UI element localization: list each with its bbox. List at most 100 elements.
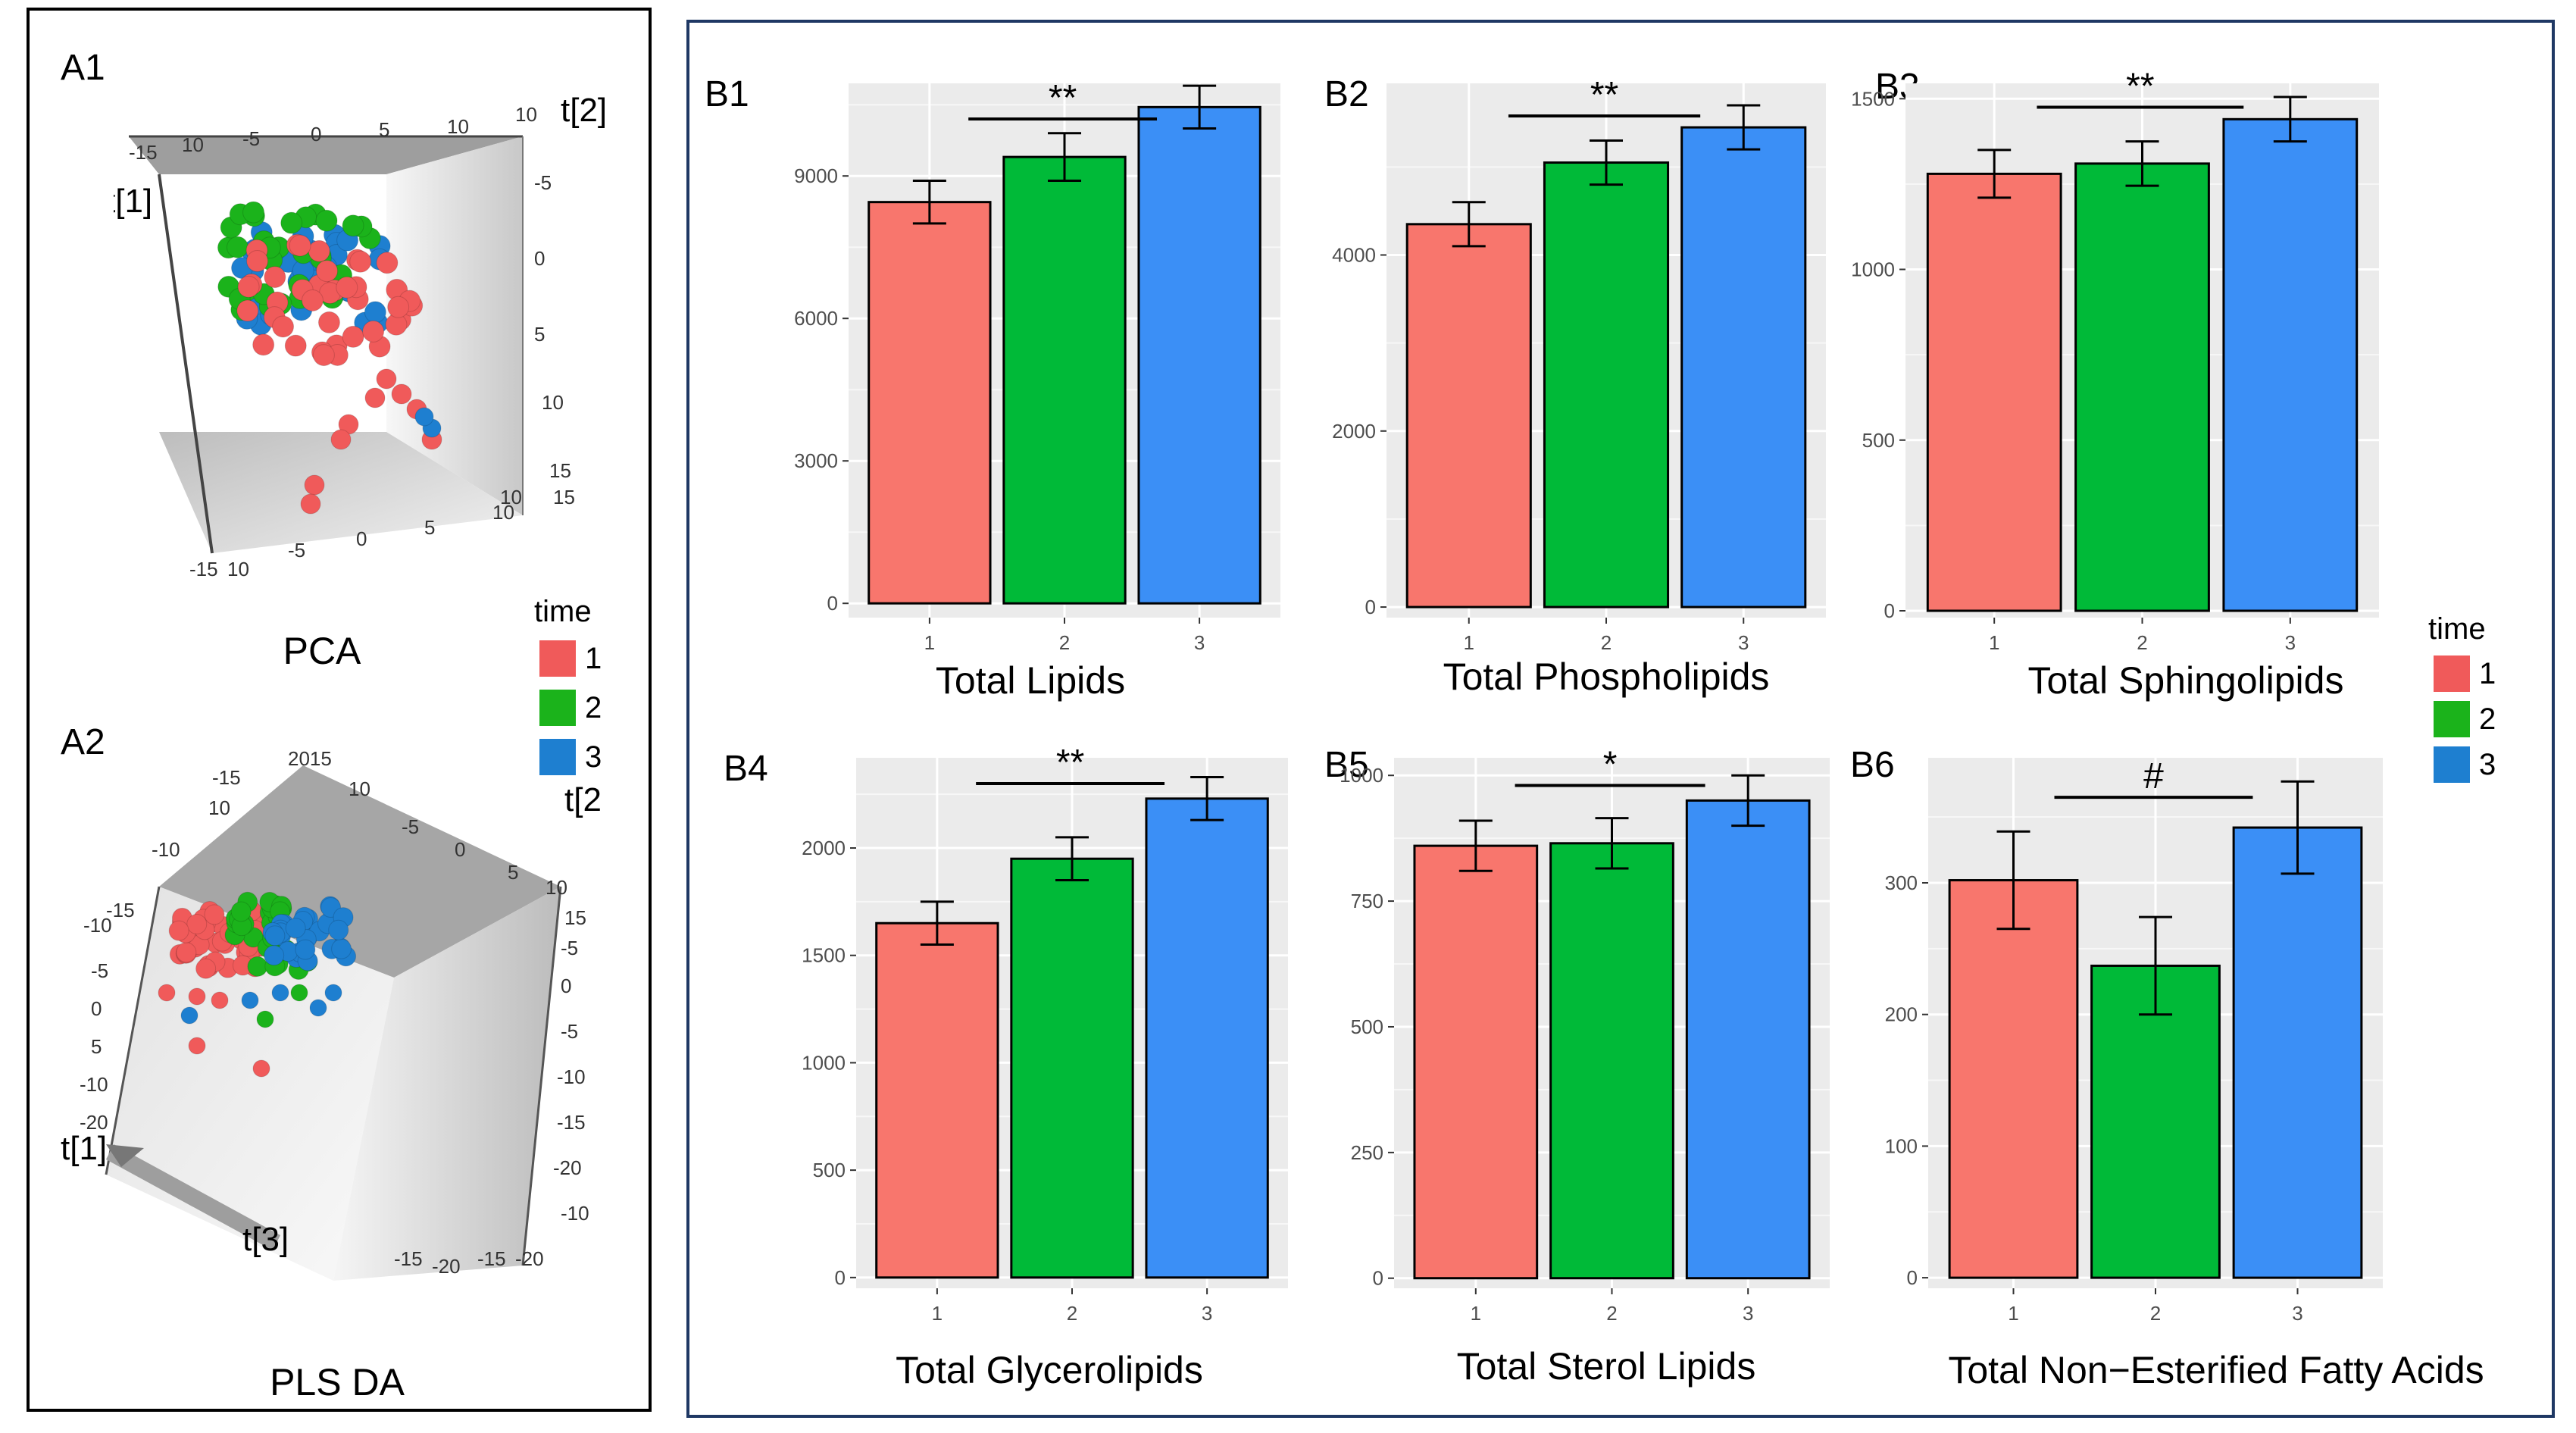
y-tick-label: 300 bbox=[1885, 871, 1918, 894]
significance-marker: # bbox=[2143, 756, 2164, 796]
scatter-point bbox=[309, 999, 327, 1017]
bar bbox=[1926, 172, 2062, 612]
scatter-point bbox=[158, 984, 176, 1002]
scatter-point bbox=[284, 334, 307, 357]
bar bbox=[1680, 126, 1807, 609]
scatter-point bbox=[342, 325, 364, 348]
pca-top-wall bbox=[129, 136, 523, 174]
scatter-point bbox=[230, 901, 252, 922]
plsda-tick: -10 bbox=[557, 1065, 586, 1088]
scatter-point bbox=[349, 250, 372, 273]
scatter-point bbox=[280, 211, 303, 234]
bar bbox=[2232, 826, 2363, 1279]
scatter-point bbox=[285, 918, 306, 939]
panel-b-legend-title: time bbox=[2428, 612, 2486, 646]
significance-marker: ** bbox=[1056, 743, 1084, 783]
panel-b-legend-item-3: 3 bbox=[2434, 746, 2496, 783]
chart-b5: B5 0 250 500 750 1000 1 2 3 * Total Sterol Lipids bbox=[1324, 744, 1830, 1388]
scatter-point bbox=[330, 429, 352, 450]
plsda-tick: -10 bbox=[561, 1202, 589, 1225]
bar bbox=[2222, 117, 2359, 612]
scatter-point bbox=[264, 945, 285, 966]
x-tick-label: 1 bbox=[1471, 1302, 1481, 1325]
scatter-point bbox=[272, 315, 295, 338]
x-tick-label: 3 bbox=[1194, 631, 1205, 654]
plsda-tick: 10 bbox=[208, 796, 230, 819]
bar bbox=[1145, 797, 1269, 1279]
panel-a-legend-item-2: 2 bbox=[539, 690, 602, 726]
scatter-point bbox=[237, 275, 260, 298]
scatter-point bbox=[301, 289, 324, 311]
plsda-tick: 10 bbox=[349, 778, 370, 800]
y-tick-label: 200 bbox=[1885, 1003, 1918, 1026]
x-tick-label: 2 bbox=[1067, 1302, 1077, 1325]
pca-tick: 0 bbox=[311, 123, 321, 145]
y-tick-label: 0 bbox=[1907, 1266, 1918, 1289]
scatter-point bbox=[168, 920, 189, 941]
y-tick-label: 750 bbox=[1351, 890, 1383, 912]
chart-caption: Total Sphingolipids bbox=[2028, 659, 2344, 702]
y-tick-label: 3000 bbox=[794, 449, 838, 472]
scatter-point bbox=[387, 296, 410, 318]
chart-caption: Total Phospholipids bbox=[1443, 655, 1770, 698]
chart-panel-label: B2 bbox=[1324, 74, 1369, 114]
scatter-point bbox=[342, 214, 364, 237]
scatter-point bbox=[336, 276, 358, 299]
scatter-point bbox=[364, 387, 386, 408]
a2-label: A2 bbox=[61, 722, 105, 762]
pca-tick: 0 bbox=[356, 527, 367, 550]
legend-swatch bbox=[539, 640, 576, 677]
chart-panel-label: B4 bbox=[724, 749, 768, 789]
panel-b-legend-item-2: 2 bbox=[2434, 701, 2496, 737]
chart-panel-label: B6 bbox=[1850, 745, 1895, 785]
bar bbox=[868, 201, 992, 605]
plsda-right-wall bbox=[333, 887, 561, 1281]
scatter-point bbox=[391, 383, 412, 405]
plsda-arrowhead bbox=[106, 1144, 144, 1167]
y-tick-label: 1000 bbox=[1340, 764, 1383, 787]
scatter-point bbox=[211, 991, 229, 1009]
pca-tick: 10 bbox=[500, 486, 522, 508]
x-tick-label: 3 bbox=[2285, 631, 2296, 654]
plsda-axis-right bbox=[521, 886, 562, 1266]
chart-panel-label: B5 bbox=[1324, 745, 1369, 785]
significance-marker: ** bbox=[1590, 75, 1618, 115]
panel-a-legend-item-3: 3 bbox=[539, 739, 602, 775]
chart-b6: B6 0 100 200 300 1 2 3 # Total Non−Esterified Fat… bbox=[1850, 745, 2484, 1391]
plsda-tick: 10 bbox=[546, 876, 567, 899]
y-tick-label: 500 bbox=[1862, 429, 1895, 452]
bar bbox=[875, 921, 999, 1279]
panel-a-legend-title: time bbox=[534, 595, 592, 628]
plsda-axis-left bbox=[105, 886, 161, 1175]
bar bbox=[1137, 105, 1261, 605]
scatter-point bbox=[242, 201, 265, 224]
plsda-tick: -5 bbox=[91, 959, 108, 982]
panel-b-legend-item-1: 1 bbox=[2434, 655, 2496, 692]
legend-swatch bbox=[2434, 701, 2470, 737]
scatter-point bbox=[300, 493, 321, 515]
scatter-point bbox=[256, 1010, 274, 1028]
plsda-tick: -5 bbox=[561, 937, 578, 959]
legend-label: 1 bbox=[585, 641, 602, 675]
plsda-tick: 15 bbox=[564, 906, 586, 929]
panel-a-frame bbox=[27, 8, 652, 1412]
y-tick-label: 1000 bbox=[1851, 258, 1895, 281]
scatter-point bbox=[271, 984, 289, 1002]
scatter-point bbox=[316, 260, 339, 283]
legend-swatch bbox=[2434, 746, 2470, 783]
pca-tick: 10 bbox=[542, 391, 564, 414]
scatter-point bbox=[317, 311, 340, 333]
pca-tick: 10 bbox=[182, 133, 204, 156]
y-tick-label: 0 bbox=[827, 592, 838, 615]
plsda-tick: -20 bbox=[80, 1111, 108, 1134]
x-tick-label: 2 bbox=[2150, 1302, 2161, 1325]
pca-tick: 5 bbox=[379, 118, 389, 141]
y-tick-label: 0 bbox=[1884, 599, 1895, 622]
plsda-tick: -20 bbox=[432, 1255, 461, 1278]
y-tick-label: 1500 bbox=[802, 944, 846, 967]
plsda-t3-arrow bbox=[106, 1144, 280, 1250]
x-tick-label: 3 bbox=[1202, 1302, 1212, 1325]
y-tick-label: 0 bbox=[1373, 1267, 1383, 1290]
pca-t1-label: t[1] bbox=[114, 183, 152, 220]
